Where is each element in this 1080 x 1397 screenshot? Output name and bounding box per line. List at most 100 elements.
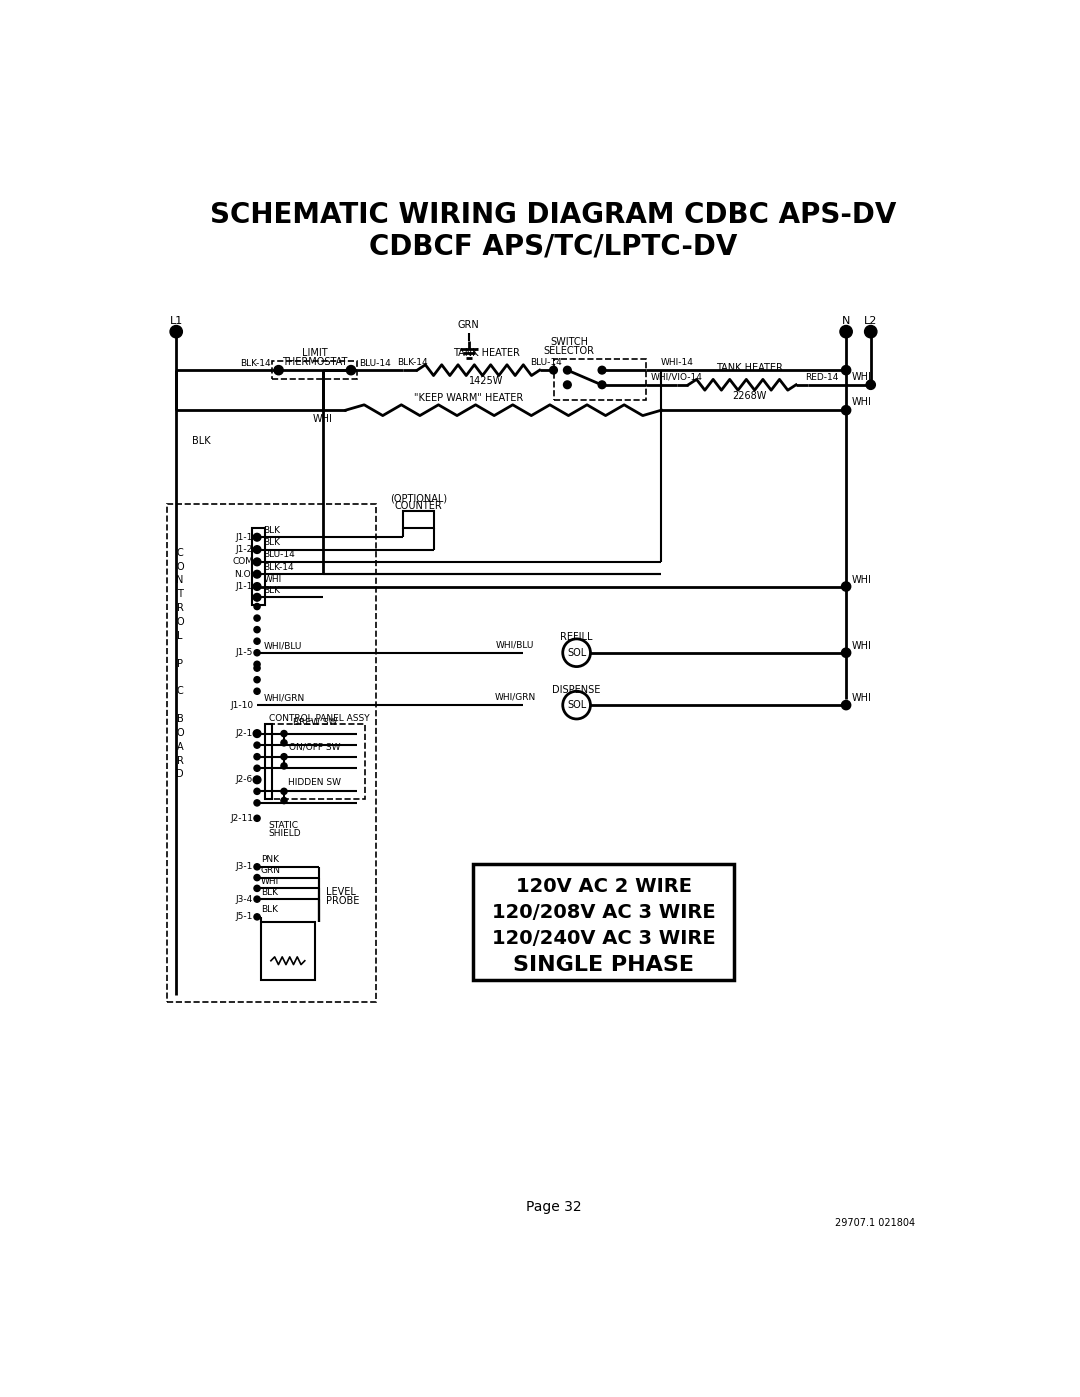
Text: BLK: BLK <box>264 585 280 595</box>
Text: BLK: BLK <box>191 436 211 446</box>
Text: N: N <box>176 576 184 585</box>
Circle shape <box>841 700 851 710</box>
Circle shape <box>254 895 260 902</box>
Text: C: C <box>177 548 184 557</box>
Circle shape <box>254 886 260 891</box>
Text: BLK: BLK <box>264 538 280 548</box>
Text: TANK HEATER: TANK HEATER <box>716 363 783 373</box>
Text: J1-10: J1-10 <box>230 701 253 710</box>
Text: 120/208V AC 3 WIRE: 120/208V AC 3 WIRE <box>491 902 715 922</box>
Circle shape <box>254 676 260 683</box>
Text: WHI: WHI <box>264 576 282 584</box>
Bar <box>167 504 377 1002</box>
Text: O: O <box>176 617 184 627</box>
Bar <box>272 360 357 380</box>
Text: BLK: BLK <box>261 905 278 915</box>
Text: R: R <box>177 604 184 613</box>
Text: LEVEL: LEVEL <box>326 887 356 897</box>
Circle shape <box>564 366 571 374</box>
Text: A: A <box>177 742 184 752</box>
Text: WHI: WHI <box>851 398 872 408</box>
Text: "KEEP WARM" HEATER: "KEEP WARM" HEATER <box>414 393 524 402</box>
Bar <box>261 922 314 979</box>
Circle shape <box>254 800 260 806</box>
Text: WHI/BLU: WHI/BLU <box>496 641 535 650</box>
Circle shape <box>254 650 260 655</box>
Circle shape <box>281 788 287 795</box>
Text: J2-11: J2-11 <box>230 814 253 823</box>
Circle shape <box>254 731 260 736</box>
Circle shape <box>254 689 260 694</box>
Text: N.O.: N.O. <box>234 570 253 578</box>
Circle shape <box>254 627 260 633</box>
Circle shape <box>598 381 606 388</box>
Circle shape <box>254 863 260 870</box>
Text: STATIC: STATIC <box>269 821 298 830</box>
Circle shape <box>253 546 261 553</box>
Text: O: O <box>176 562 184 571</box>
Text: WHI/GRN: WHI/GRN <box>264 694 305 703</box>
Text: BLU-14: BLU-14 <box>359 359 391 367</box>
Text: WHI/VIO-14: WHI/VIO-14 <box>651 373 703 381</box>
Circle shape <box>841 405 851 415</box>
Text: D: D <box>176 770 184 780</box>
Circle shape <box>254 914 260 921</box>
Text: THERMOSTAT: THERMOSTAT <box>282 356 348 366</box>
Text: WHI-14: WHI-14 <box>660 358 693 367</box>
Text: SINGLE PHASE: SINGLE PHASE <box>513 954 694 975</box>
Text: CONTROL PANEL ASSY: CONTROL PANEL ASSY <box>269 714 369 722</box>
Text: WHI: WHI <box>851 372 872 383</box>
Bar <box>265 725 365 799</box>
Circle shape <box>254 615 260 622</box>
Text: R: R <box>177 756 184 766</box>
Text: LIMIT: LIMIT <box>302 348 327 358</box>
Text: SOL: SOL <box>567 648 586 658</box>
Text: BLU-14: BLU-14 <box>264 550 295 559</box>
Text: BLK-14: BLK-14 <box>397 358 428 367</box>
Text: TANK HEATER: TANK HEATER <box>453 348 519 358</box>
Text: PNK: PNK <box>261 855 279 865</box>
Text: J5-1: J5-1 <box>235 912 253 922</box>
Text: SELECTOR: SELECTOR <box>543 346 594 356</box>
Text: J3-4: J3-4 <box>235 894 253 904</box>
Text: J1-5: J1-5 <box>235 648 253 657</box>
Circle shape <box>841 366 851 374</box>
Circle shape <box>840 326 852 338</box>
Text: WHI: WHI <box>851 641 872 651</box>
Text: J1-1: J1-1 <box>235 583 253 591</box>
Text: Page 32: Page 32 <box>526 1200 581 1214</box>
Circle shape <box>170 326 183 338</box>
Circle shape <box>254 816 260 821</box>
Circle shape <box>253 594 261 601</box>
Text: SOL: SOL <box>567 700 586 710</box>
Circle shape <box>254 788 260 795</box>
Text: WHI/BLU: WHI/BLU <box>264 641 301 651</box>
Text: WHI: WHI <box>312 415 333 425</box>
Text: J1-1: J1-1 <box>235 532 253 542</box>
Circle shape <box>841 648 851 658</box>
Circle shape <box>253 583 261 591</box>
Text: 120/240V AC 3 WIRE: 120/240V AC 3 WIRE <box>491 929 715 949</box>
Text: L1: L1 <box>170 316 183 326</box>
Text: SCHEMATIC WIRING DIAGRAM CDBC APS-DV: SCHEMATIC WIRING DIAGRAM CDBC APS-DV <box>211 201 896 229</box>
Text: BLK: BLK <box>261 887 278 897</box>
Text: 120V AC 2 WIRE: 120V AC 2 WIRE <box>515 876 691 895</box>
Text: 1425W: 1425W <box>469 376 503 386</box>
Text: BLK-14: BLK-14 <box>240 359 271 367</box>
Bar <box>252 528 265 605</box>
Circle shape <box>866 380 876 390</box>
Circle shape <box>254 766 260 771</box>
Text: BREW SW: BREW SW <box>293 718 337 726</box>
Text: WHI: WHI <box>851 693 872 703</box>
Bar <box>554 359 646 400</box>
Text: COM: COM <box>232 557 253 566</box>
Circle shape <box>281 763 287 768</box>
Circle shape <box>253 557 261 566</box>
Text: L2: L2 <box>864 316 877 326</box>
Circle shape <box>550 366 557 374</box>
Circle shape <box>253 534 261 541</box>
Circle shape <box>254 665 260 671</box>
Text: L: L <box>177 631 183 641</box>
Circle shape <box>347 366 355 374</box>
Circle shape <box>281 753 287 760</box>
